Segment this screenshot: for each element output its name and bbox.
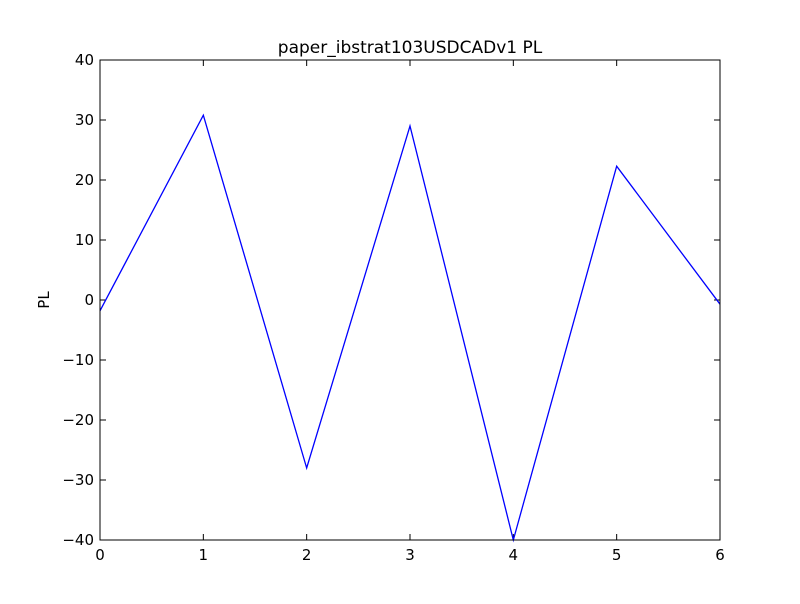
chart-title: paper_ibstrat103USDCADv1 PL xyxy=(278,38,543,58)
x-tick-label: 5 xyxy=(612,546,622,564)
plot-area-frame xyxy=(99,59,721,541)
y-axis: −40 −30 −20 −10 0 10 20 30 40 xyxy=(62,51,720,549)
y-tick-label: −10 xyxy=(62,351,94,369)
y-tick-label: 20 xyxy=(75,171,94,189)
y-tick-label: 40 xyxy=(75,51,94,69)
x-tick-label: 3 xyxy=(405,546,415,564)
x-tick-label: 0 xyxy=(95,546,105,564)
y-tick-label: −20 xyxy=(62,411,94,429)
y-axis-label: PL xyxy=(35,291,53,309)
x-tick-label: 1 xyxy=(199,546,209,564)
y-tick-label: 30 xyxy=(75,111,94,129)
x-tick-label: 6 xyxy=(715,546,725,564)
x-tick-label: 2 xyxy=(302,546,312,564)
y-tick-label: −40 xyxy=(62,531,94,549)
series-line xyxy=(99,113,721,543)
x-tick-label: 4 xyxy=(509,546,519,564)
x-axis: 0 1 2 3 4 5 6 xyxy=(95,60,725,564)
y-tick-label: −30 xyxy=(62,471,94,489)
y-tick-label: 0 xyxy=(84,291,94,309)
series-layer xyxy=(99,113,721,543)
y-tick-label: 10 xyxy=(75,231,94,249)
